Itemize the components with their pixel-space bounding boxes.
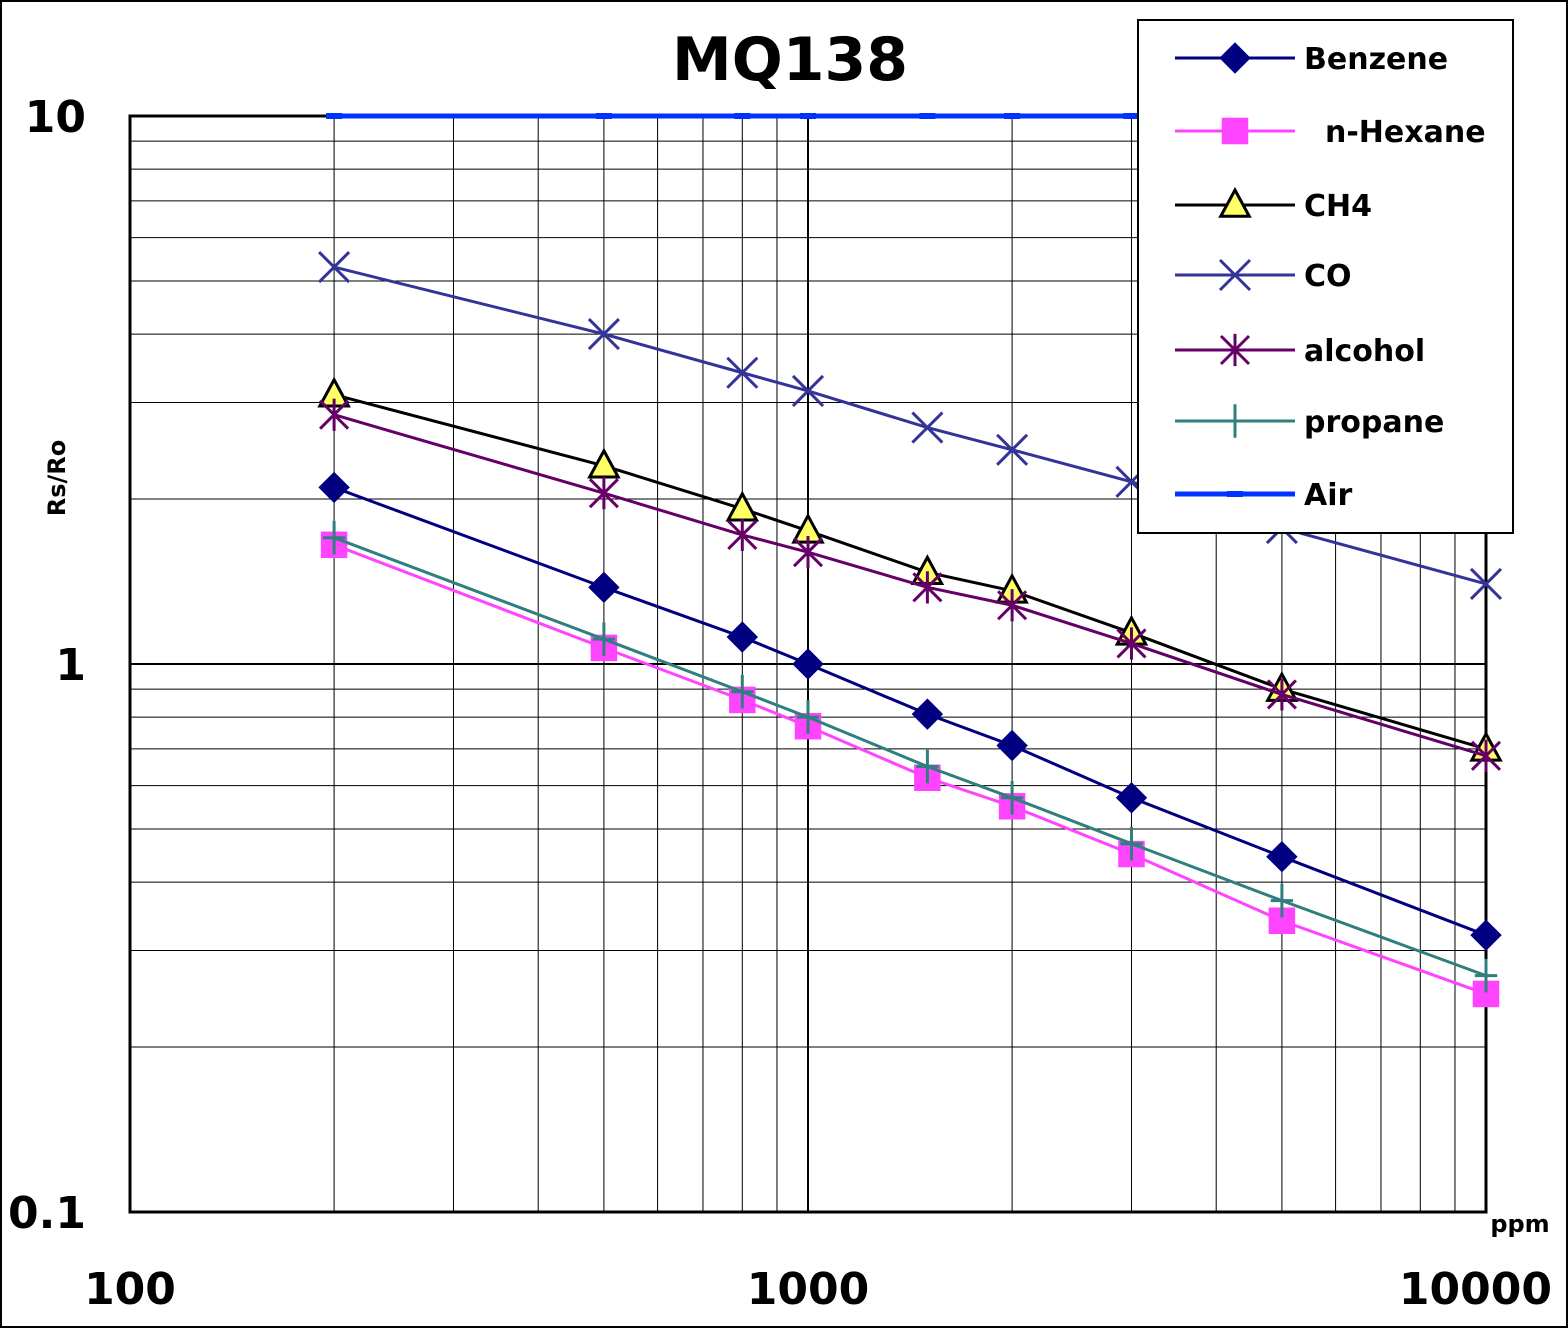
data-point-asterisk: [1266, 678, 1297, 711]
data-point-diamond: [726, 621, 759, 653]
legend-label: CO: [1304, 259, 1352, 294]
legend-item: Benzene: [1175, 42, 1448, 77]
data-point-dash: [1004, 113, 1021, 119]
data-point-plus: [731, 674, 754, 709]
data-point-diamond: [1115, 782, 1148, 814]
data-point-square: [1221, 117, 1249, 145]
legend-item: CO: [1175, 258, 1352, 294]
legend-label: propane: [1304, 405, 1444, 440]
data-point-x: [726, 356, 759, 389]
y-tick-label: 10: [25, 92, 86, 143]
data-point-dash: [326, 113, 343, 119]
data-point-diamond: [1470, 919, 1502, 951]
legend-item: CH4: [1175, 186, 1372, 224]
data-point-diamond: [1219, 42, 1251, 74]
data-point-asterisk: [588, 477, 619, 510]
y-axis-label: Rs/Ro: [43, 440, 71, 517]
x-tick-label: 100: [84, 1264, 176, 1315]
legend-label: Air: [1304, 478, 1353, 513]
data-point-x: [318, 251, 351, 284]
data-point-dash: [595, 113, 612, 119]
data-point-asterisk: [997, 589, 1028, 622]
data-point-diamond: [996, 729, 1028, 762]
data-point-dash: [919, 113, 936, 119]
data-point-diamond: [1266, 840, 1298, 873]
data-point-diamond: [792, 648, 824, 680]
legend-label: alcohol: [1304, 334, 1425, 369]
series-layer: [317, 113, 1503, 1008]
data-point-asterisk: [1470, 739, 1502, 772]
data-point-x: [1469, 567, 1503, 600]
data-point-plus: [1120, 826, 1143, 861]
series-benzene: [318, 471, 1502, 951]
y-tick-label: 1: [55, 640, 86, 691]
data-point-x: [996, 433, 1029, 466]
data-point-plus: [796, 700, 820, 734]
data-point-asterisk: [1219, 333, 1251, 367]
data-point-diamond: [588, 571, 620, 604]
data-point-asterisk: [727, 518, 758, 552]
data-point-asterisk: [912, 571, 943, 604]
legend-item: n-Hexane: [1175, 115, 1486, 150]
legend-item: propane: [1175, 404, 1444, 440]
data-point-plus: [916, 749, 939, 784]
data-point-asterisk: [792, 536, 824, 569]
legend: Benzene n-Hexane CH4 CO alcohol propane Air: [1137, 19, 1514, 534]
series-propane: [322, 520, 1498, 993]
legend-item: Air: [1175, 478, 1353, 513]
data-point-triangle: [587, 447, 621, 479]
data-point-plus: [1474, 958, 1498, 993]
legend-label: CH4: [1304, 189, 1372, 224]
y-tick-label: 0.1: [8, 1188, 86, 1239]
data-point-diamond: [318, 471, 350, 504]
data-point-diamond: [911, 698, 944, 730]
legend-item: alcohol: [1175, 333, 1425, 369]
data-point-plus: [592, 622, 616, 656]
series-alcohol: [319, 398, 1502, 772]
data-point-x: [587, 318, 620, 351]
data-point-dash: [1123, 113, 1140, 119]
tick-labels: 10 1 0.1 100 1000 10000: [8, 92, 1552, 1315]
data-point-dash: [734, 113, 751, 119]
x-tick-label: 1000: [747, 1264, 869, 1315]
data-point-plus: [1270, 883, 1294, 918]
data-point-asterisk: [1116, 627, 1147, 660]
data-point-plus: [322, 520, 346, 555]
legend-label: n-Hexane: [1325, 115, 1486, 150]
data-point-dash: [800, 113, 816, 119]
data-point-dash: [1227, 491, 1243, 497]
data-point-plus: [1000, 780, 1024, 815]
data-point-asterisk: [319, 398, 350, 431]
data-point-plus: [1223, 404, 1247, 438]
x-axis-unit: ppm: [1490, 1210, 1549, 1238]
legend-label: Benzene: [1304, 42, 1448, 77]
data-point-x: [791, 374, 825, 407]
x-tick-label: 10000: [1399, 1264, 1552, 1315]
chart-title: MQ138: [672, 25, 908, 95]
data-point-x: [1218, 258, 1252, 292]
data-point-triangle: [1218, 186, 1252, 218]
data-point-x: [911, 411, 944, 444]
